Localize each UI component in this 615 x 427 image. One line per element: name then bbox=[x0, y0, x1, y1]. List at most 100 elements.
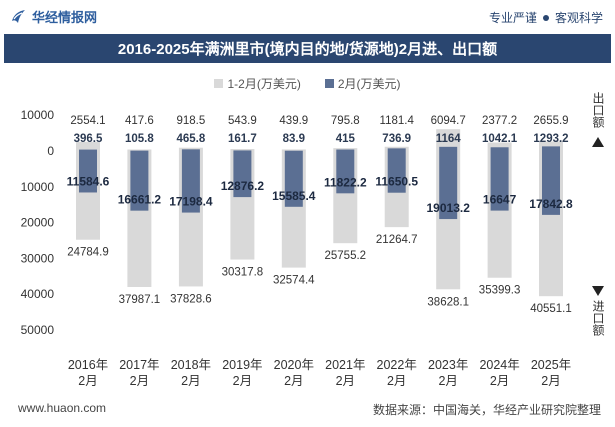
x-tick-year: 2022年 bbox=[377, 358, 417, 372]
import-bar-month bbox=[490, 151, 509, 211]
legend-swatch-month bbox=[324, 78, 334, 88]
x-tick-year: 2017年 bbox=[119, 358, 159, 372]
import-month-label: 17842.8 bbox=[529, 197, 573, 211]
triangle-down-icon bbox=[592, 286, 604, 296]
import-month-label: 11822.2 bbox=[324, 175, 367, 189]
export-total-label: 918.5 bbox=[177, 115, 206, 127]
export-month-label: 1042.1 bbox=[482, 133, 518, 145]
import-bar-month bbox=[284, 151, 303, 207]
export-total-label: 2377.2 bbox=[482, 115, 517, 127]
export-total-label: 543.9 bbox=[228, 115, 257, 127]
export-bar-month bbox=[387, 148, 406, 151]
import-month-label: 16661.2 bbox=[118, 193, 162, 207]
x-tick-label: 2020年 2月 bbox=[274, 358, 314, 388]
export-month-label: 161.7 bbox=[228, 133, 257, 145]
slogan-part-2: 客观科学 bbox=[554, 11, 603, 25]
export-total-label: 439.9 bbox=[279, 115, 308, 127]
y-tick-label: 0 bbox=[47, 144, 54, 158]
y-tick-label: 20000 bbox=[21, 216, 55, 230]
logo[interactable]: 华经情报网 bbox=[10, 7, 97, 26]
x-tick-month: 2月 bbox=[181, 374, 200, 388]
import-total-label: 30317.8 bbox=[222, 267, 264, 279]
data-labels-group: 2554.1 396.5 11584.6 24784.9 417.6 105.8 16661… bbox=[67, 115, 573, 315]
export-bar-total bbox=[487, 142, 512, 151]
y-tick-label: 10000 bbox=[21, 108, 55, 122]
y-tick-label: 10000 bbox=[21, 180, 55, 194]
import-total-label: 37828.6 bbox=[170, 293, 212, 305]
import-axis-label: 进口额 bbox=[591, 300, 605, 336]
export-total-label: 795.8 bbox=[331, 115, 360, 127]
x-tick-year: 2016年 bbox=[68, 358, 108, 372]
y-tick-label: 30000 bbox=[21, 251, 55, 265]
import-month-label: 11650.5 bbox=[375, 175, 418, 189]
import-bar-month bbox=[439, 151, 458, 220]
chart-legend: 1-2月(万美元) 2月(万美元) bbox=[0, 75, 615, 91]
export-total-label: 1181.4 bbox=[380, 115, 415, 127]
x-tick-month: 2月 bbox=[387, 374, 406, 388]
import-month-label: 16647 bbox=[483, 193, 517, 207]
import-bar-month bbox=[79, 151, 97, 193]
export-bar-month bbox=[542, 146, 560, 151]
x-tick-label: 2025年 2月 bbox=[531, 358, 571, 388]
export-bar-month bbox=[336, 149, 355, 151]
import-bar-month bbox=[130, 151, 149, 211]
import-total-label: 24784.9 bbox=[67, 247, 109, 259]
y-tick-label: 50000 bbox=[21, 323, 55, 337]
legend-item-total[interactable]: 1-2月(万美元) bbox=[214, 75, 301, 92]
import-bar-month bbox=[542, 151, 560, 215]
import-total-label: 38628.1 bbox=[427, 296, 469, 308]
export-bar-month bbox=[79, 149, 97, 151]
triangle-up-icon bbox=[592, 137, 604, 147]
export-total-label: 417.6 bbox=[125, 115, 154, 127]
bars-group bbox=[76, 129, 563, 297]
x-tick-year: 2025年 bbox=[531, 358, 571, 372]
x-tick-label: 2022年 2月 bbox=[377, 358, 417, 388]
x-tick-label: 2024年 2月 bbox=[479, 358, 519, 388]
legend-item-month[interactable]: 2月(万美元) bbox=[324, 75, 401, 92]
x-tick-month: 2月 bbox=[78, 374, 97, 388]
x-tick-year: 2020年 bbox=[274, 358, 314, 372]
x-tick-year: 2019年 bbox=[222, 358, 262, 372]
export-bar-month bbox=[490, 147, 509, 151]
x-tick-label: 2021年 2月 bbox=[325, 358, 365, 388]
dot-icon bbox=[542, 14, 549, 21]
x-tick-label: 2018年 2月 bbox=[171, 358, 211, 388]
export-axis-label: 出口额 bbox=[591, 92, 605, 128]
export-bar-month bbox=[439, 146, 458, 151]
x-tick-label: 2016年 2月 bbox=[68, 358, 108, 388]
x-tick-year: 2024年 bbox=[479, 358, 519, 372]
y-axis: 10000 0 10000 20000 30000 40000 50000 bbox=[21, 108, 55, 337]
import-month-label: 17198.4 bbox=[169, 195, 213, 209]
export-bar-total bbox=[539, 141, 563, 151]
legend-label-total: 1-2月(万美元) bbox=[227, 76, 301, 91]
x-tick-month: 2月 bbox=[233, 374, 252, 388]
import-total-label: 40551.1 bbox=[530, 303, 572, 315]
import-bar-month bbox=[181, 151, 200, 213]
x-tick-month: 2月 bbox=[541, 374, 560, 388]
x-tick-label: 2019年 2月 bbox=[222, 358, 262, 388]
slogan-part-1: 专业严谨 bbox=[488, 11, 537, 25]
import-total-label: 21264.7 bbox=[376, 234, 418, 246]
export-bar-total bbox=[230, 149, 255, 151]
export-month-label: 465.8 bbox=[177, 133, 206, 145]
export-bar-month bbox=[233, 150, 252, 151]
x-tick-year: 2021年 bbox=[325, 358, 365, 372]
x-tick-month: 2月 bbox=[284, 374, 303, 388]
import-bar-month bbox=[387, 151, 406, 193]
import-total-label: 25755.2 bbox=[325, 250, 367, 262]
import-total-label: 35399.3 bbox=[479, 285, 521, 297]
export-month-label: 105.8 bbox=[125, 133, 154, 145]
export-month-label: 1164 bbox=[436, 133, 462, 145]
export-bar-total bbox=[281, 149, 306, 151]
import-total-label: 32574.4 bbox=[273, 275, 315, 287]
x-tick-label: 2023年 2月 bbox=[428, 358, 468, 388]
huajing-logo-icon bbox=[12, 10, 25, 23]
x-tick-year: 2023年 bbox=[428, 358, 468, 372]
export-month-label: 396.5 bbox=[74, 133, 103, 145]
footer-source: 数据来源：中国海关，华经产业研究院整理 bbox=[372, 403, 601, 417]
legend-swatch-total bbox=[214, 78, 224, 88]
footer-website[interactable]: www.huaon.com bbox=[18, 401, 107, 415]
import-bar-month bbox=[336, 151, 355, 194]
export-bar-total bbox=[127, 149, 152, 151]
